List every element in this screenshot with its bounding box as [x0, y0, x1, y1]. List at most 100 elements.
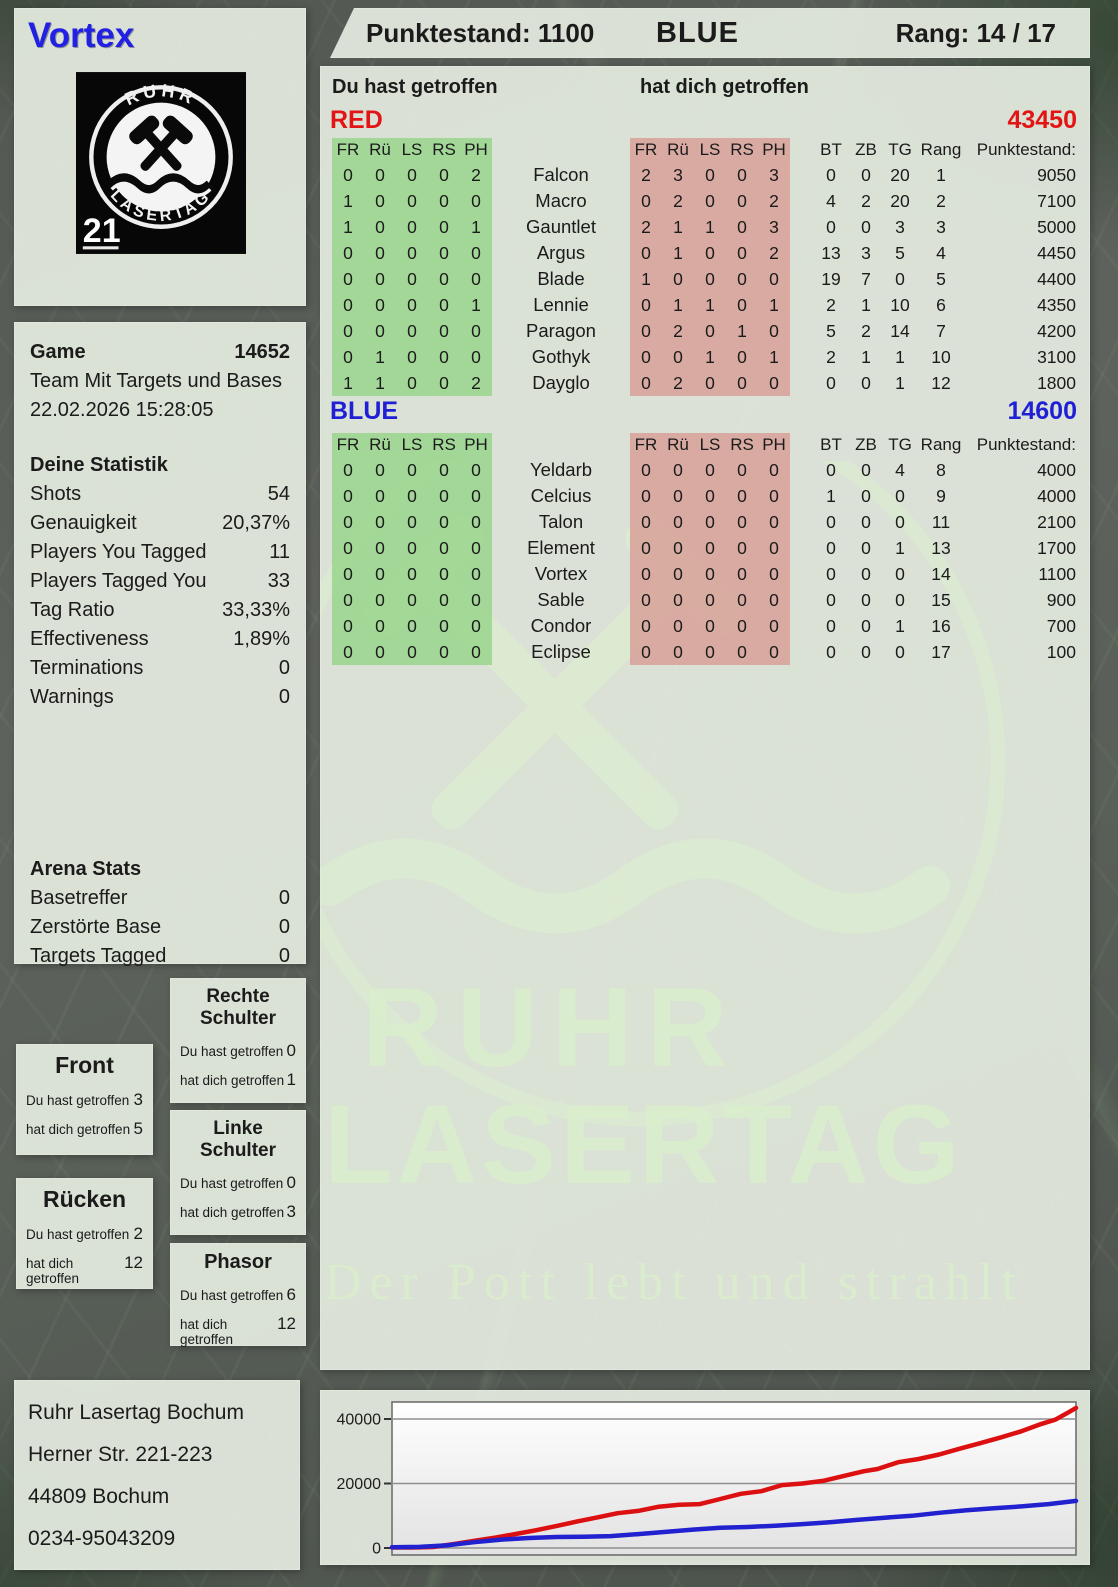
section-label-hit-you: hat dich getroffen [640, 76, 809, 98]
hit-you-cell: 0 [726, 561, 758, 587]
spacer [790, 561, 810, 587]
you-hit-cell: 0 [332, 535, 364, 561]
you-hit-cell: 0 [428, 483, 460, 509]
column-header: BT [820, 435, 842, 454]
tg-cell: 20 [890, 190, 910, 211]
stat-label: Terminations [30, 657, 144, 679]
team-blue-total: 14600 [1007, 397, 1077, 425]
watermark-tagline: Der Pott lebt und strahlt [324, 1254, 1024, 1311]
stat-value: 0 [278, 916, 290, 938]
you-hit-cell: 0 [332, 587, 364, 613]
you-hit-cell: 0 [460, 266, 492, 292]
hit-you-cell: 0 [726, 483, 758, 509]
column-header: RS [726, 433, 758, 457]
hit-you-cell: 0 [630, 587, 662, 613]
tg-cell: 1 [895, 537, 905, 558]
y-axis-tick-label: 20000 [337, 1476, 382, 1493]
hitzone-them-label: hat dich getroffen [180, 1317, 234, 1347]
rang-cell: 12 [931, 372, 951, 393]
you-hit-cell: 0 [332, 292, 364, 318]
tg-cell: 1 [895, 615, 905, 636]
hit-you-cell: 0 [758, 266, 790, 292]
tg-cell: 1 [895, 346, 905, 367]
you-hit-cell: 0 [364, 214, 396, 240]
player-name-cell: Paragon [526, 320, 596, 341]
column-header [492, 138, 630, 162]
hit-you-cell: 2 [758, 188, 790, 214]
hit-you-cell: 0 [694, 318, 726, 344]
stat-row: Shots 54 [30, 480, 290, 509]
zb-cell: 0 [861, 563, 871, 584]
hit-you-cell: 0 [758, 318, 790, 344]
hit-you-cell: 0 [630, 535, 662, 561]
stat-value: 0 [278, 657, 290, 679]
you-hit-cell: 1 [364, 344, 396, 370]
hit-you-cell: 0 [726, 266, 758, 292]
spacer [790, 433, 810, 457]
stat-row: Zerstörte Base 0 [30, 913, 290, 942]
hit-you-cell: 1 [662, 292, 694, 318]
you-hit-cell: 1 [460, 292, 492, 318]
rang-cell: 17 [931, 641, 951, 662]
hit-you-cell: 2 [662, 370, 694, 396]
address-line: Ruhr Lasertag Bochum [28, 1401, 244, 1424]
logo-corner-number: 21 [83, 212, 121, 250]
you-hit-cell: 0 [364, 561, 396, 587]
hit-you-cell: 1 [662, 214, 694, 240]
stat-value: 33,33% [222, 599, 290, 621]
you-hit-cell: 0 [428, 509, 460, 535]
rang-cell: 5 [936, 268, 946, 289]
hitzone-title: Front [55, 1052, 114, 1078]
zb-cell: 0 [861, 511, 871, 532]
column-header: PH [460, 138, 492, 162]
you-hit-cell: 0 [396, 240, 428, 266]
punktestand-cell: 700 [1046, 615, 1076, 636]
player-name-cell: Condor [530, 615, 592, 636]
team-blue-line: BLUE 14600 [330, 397, 1077, 426]
hit-you-cell: 1 [694, 344, 726, 370]
hit-you-cell: 0 [758, 587, 790, 613]
spacer [790, 613, 810, 639]
hit-you-cell: 0 [694, 639, 726, 665]
player-name-cell: Eclipse [531, 641, 591, 662]
hit-you-cell: 0 [694, 266, 726, 292]
punktestand-cell: 5000 [1037, 216, 1076, 237]
bt-cell: 13 [821, 242, 841, 263]
player-box: Vortex RUHR [14, 8, 306, 306]
stat-row: Targets Tagged 0 [30, 942, 290, 971]
tg-cell: 0 [895, 641, 905, 662]
column-header: LS [694, 433, 726, 457]
punktestand-cell: 4350 [1037, 294, 1076, 315]
punktestand-cell: 9050 [1037, 164, 1076, 185]
stat-value: 54 [267, 483, 290, 505]
bt-cell: 19 [821, 268, 841, 289]
hit-you-cell: 0 [694, 240, 726, 266]
zb-cell: 0 [861, 459, 871, 480]
spacer [790, 483, 810, 509]
hit-you-cell: 0 [630, 292, 662, 318]
you-hit-cell: 0 [396, 561, 428, 587]
tg-cell: 0 [895, 511, 905, 532]
player-name-cell: Celcius [530, 485, 592, 506]
stat-value: 1,89% [233, 628, 290, 650]
zb-cell: 2 [861, 190, 871, 211]
team-red-line: RED 43450 [330, 106, 1077, 135]
you-hit-cell: 0 [396, 162, 428, 188]
column-header: FR [332, 433, 364, 457]
hit-you-cell: 1 [694, 214, 726, 240]
you-hit-cell: 0 [460, 240, 492, 266]
you-hit-cell: 0 [460, 561, 492, 587]
you-hit-cell: 0 [364, 613, 396, 639]
column-header: Punktestand: [976, 140, 1076, 159]
zb-cell: 0 [861, 216, 871, 237]
hitzone-them-label: hat dich getroffen [180, 1073, 285, 1088]
hit-you-cell: 0 [726, 214, 758, 240]
hit-you-cell: 3 [758, 162, 790, 188]
zb-cell: 0 [861, 641, 871, 662]
watermark-line2: LASERTAG [324, 1082, 964, 1207]
hit-you-cell: 0 [662, 587, 694, 613]
hit-you-cell: 0 [630, 509, 662, 535]
you-hit-cell: 0 [364, 457, 396, 483]
hitzone-title: Rechte Schulter [199, 986, 277, 1029]
you-hit-cell: 0 [364, 162, 396, 188]
